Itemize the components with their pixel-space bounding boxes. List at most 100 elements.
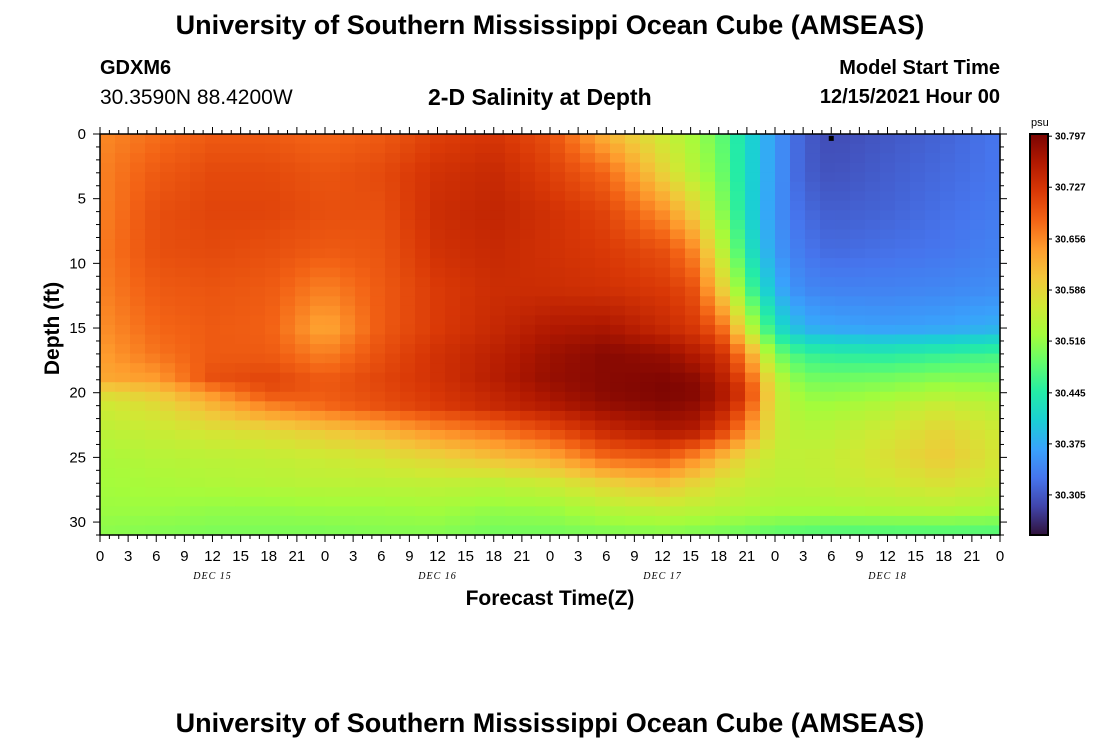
heatmap-cell	[475, 344, 491, 355]
heatmap-cell	[160, 477, 176, 488]
heatmap-cell	[805, 401, 821, 412]
heatmap-cell	[325, 191, 341, 202]
heatmap-cell	[550, 219, 566, 231]
heatmap-cell	[580, 153, 596, 164]
heatmap-cell	[460, 391, 476, 402]
x-tick-label: 18	[935, 548, 952, 565]
heatmap-cell	[295, 382, 311, 393]
heatmap-cell	[340, 277, 356, 288]
heatmap-cell	[730, 506, 746, 517]
heatmap-cell	[685, 477, 701, 488]
heatmap-cell	[910, 239, 926, 250]
heatmap-cell	[250, 372, 266, 383]
heatmap-cell	[430, 172, 446, 183]
heatmap-cell	[325, 324, 341, 336]
heatmap-cell	[400, 401, 416, 412]
heatmap-cell	[715, 162, 731, 173]
heatmap-cell	[895, 382, 911, 393]
heatmap-cell	[235, 200, 251, 211]
heatmap-cell	[865, 181, 881, 192]
heatmap-cell	[475, 296, 491, 307]
heatmap-cell	[145, 191, 161, 202]
heatmap-cell	[295, 449, 311, 460]
heatmap-cell	[760, 439, 776, 450]
heatmap-cell	[490, 143, 506, 154]
heatmap-cell	[970, 258, 986, 269]
heatmap-cell	[460, 487, 476, 498]
heatmap-cell	[745, 344, 761, 355]
heatmap-cell	[265, 382, 281, 393]
heatmap-cell	[325, 210, 341, 221]
heatmap-cell	[670, 363, 686, 374]
heatmap-cell	[685, 439, 701, 450]
heatmap-cell	[730, 353, 746, 364]
heatmap-cell	[265, 153, 281, 164]
heatmap-cell	[760, 191, 776, 202]
heatmap-cell	[145, 429, 161, 441]
heatmap-cell	[100, 487, 116, 498]
heatmap-cell	[535, 363, 551, 374]
heatmap-cell	[985, 200, 1001, 211]
heatmap-cell	[445, 315, 461, 326]
heatmap-cell	[760, 153, 776, 164]
heatmap-cell	[775, 439, 791, 450]
heatmap-cell	[595, 439, 611, 450]
heatmap-cell	[445, 391, 461, 402]
heatmap-cell	[970, 458, 986, 469]
heatmap-cell	[820, 248, 836, 259]
heatmap-cell	[370, 134, 386, 145]
heatmap-cell	[505, 382, 521, 393]
heatmap-cell	[640, 391, 656, 402]
heatmap-cell	[190, 391, 206, 402]
heatmap-cell	[880, 239, 896, 250]
heatmap-cell	[940, 239, 956, 250]
heatmap-cell	[955, 382, 971, 393]
heatmap-cell	[895, 334, 911, 345]
heatmap-cell	[775, 162, 791, 173]
heatmap-cell	[535, 477, 551, 488]
heatmap-cell	[790, 363, 806, 374]
heatmap-cell	[160, 496, 176, 507]
heatmap-cell	[865, 305, 881, 317]
heatmap-cell	[670, 296, 686, 307]
heatmap-cell	[640, 439, 656, 450]
heatmap-cell	[145, 487, 161, 498]
heatmap-cell	[835, 429, 851, 441]
heatmap-cell	[700, 324, 716, 336]
heatmap-cell	[430, 477, 446, 488]
heatmap-cell	[550, 429, 566, 441]
heatmap-cell	[670, 477, 686, 488]
heatmap-cell	[205, 200, 221, 211]
heatmap-cell	[415, 496, 431, 507]
heatmap-cell	[145, 143, 161, 154]
heatmap-cell	[730, 296, 746, 307]
heatmap-cell	[595, 344, 611, 355]
heatmap-cell	[655, 334, 671, 345]
heatmap-cell	[730, 324, 746, 336]
heatmap-cell	[730, 200, 746, 211]
heatmap-cell	[310, 324, 326, 336]
x-tick-label: 6	[602, 548, 610, 565]
heatmap-cell	[100, 458, 116, 469]
heatmap-cell	[925, 296, 941, 307]
heatmap-cell	[265, 324, 281, 336]
heatmap-cell	[250, 353, 266, 364]
heatmap-cell	[970, 267, 986, 278]
heatmap-cell	[835, 191, 851, 202]
heatmap-cell	[640, 181, 656, 192]
heatmap-cell	[550, 410, 566, 422]
heatmap-cell	[655, 162, 671, 173]
heatmap-cell	[610, 200, 626, 211]
heatmap-cell	[775, 153, 791, 164]
heatmap-cell	[715, 525, 731, 536]
heatmap-cell	[445, 239, 461, 250]
heatmap-cell	[115, 382, 131, 393]
heatmap-cell	[115, 200, 131, 211]
heatmap-cell	[580, 429, 596, 441]
heatmap-cell	[715, 239, 731, 250]
heatmap-cell	[370, 239, 386, 250]
heatmap-cell	[565, 267, 581, 278]
heatmap-cell	[625, 487, 641, 498]
heatmap-cell	[265, 468, 281, 479]
heatmap-cell	[490, 153, 506, 164]
